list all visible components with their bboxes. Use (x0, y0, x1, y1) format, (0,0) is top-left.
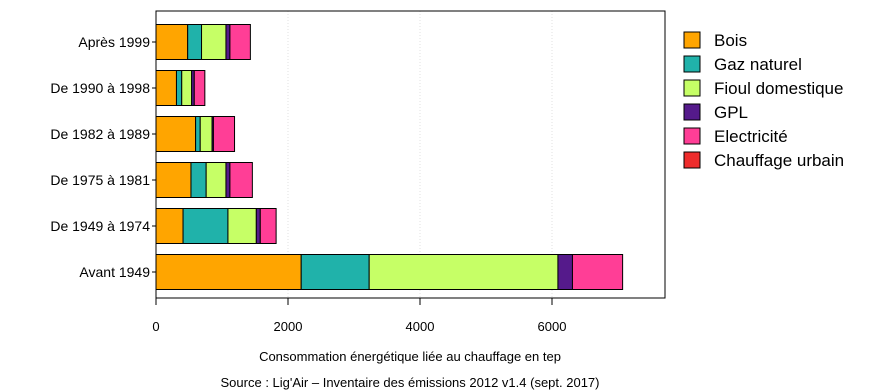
x-tick-label: 6000 (538, 319, 567, 334)
bar-segment (199, 116, 213, 152)
legend-label: Electricité (714, 127, 788, 146)
bar-segment (571, 254, 624, 290)
bar-segment (557, 254, 573, 290)
bar-segment (155, 24, 189, 60)
legend-swatch (683, 31, 701, 49)
bar-segment (229, 162, 253, 198)
bar-segment (368, 254, 559, 290)
y-category-label: De 1990 à 1998 (50, 80, 150, 96)
x-tick-label: 4000 (406, 319, 435, 334)
y-category-labels: Après 1999 De 1990 à 1998 De 1982 à 1989 De… (50, 34, 156, 280)
bar-segment (212, 116, 236, 152)
bar-segment (225, 24, 231, 60)
bar-segment (187, 24, 203, 60)
bar-segment (229, 24, 251, 60)
legend-swatch (683, 79, 701, 97)
bar-segment (155, 116, 197, 152)
x-axis-label: Consommation énergétique liée au chauffa… (259, 349, 561, 364)
legend-swatch (683, 103, 701, 121)
bar-segment (300, 254, 370, 290)
y-category-label: Après 1999 (78, 34, 150, 50)
x-axis-ticks: 0 2000 4000 6000 (152, 297, 567, 334)
legend-label: Chauffage urbain (714, 151, 844, 170)
x-tick-label: 0 (152, 319, 159, 334)
y-category-label: De 1982 à 1989 (50, 126, 150, 142)
legend-swatch (683, 55, 701, 73)
legend-label: Bois (714, 31, 747, 50)
bar-segment (155, 162, 192, 198)
bar-segment (259, 208, 277, 244)
bar-segment (182, 208, 229, 244)
bar-segment (155, 208, 184, 244)
legend: Bois Gaz naturel Fioul domestique GPL Electr… (683, 31, 844, 170)
bar-segment (190, 162, 207, 198)
source-caption: Source : Lig'Air – Inventaire des émissi… (221, 375, 600, 390)
bar-segment (193, 70, 206, 106)
bar-segment (227, 208, 257, 244)
x-tick-label: 2000 (274, 319, 303, 334)
y-category-label: De 1949 à 1974 (50, 218, 150, 234)
bar-segment (225, 162, 231, 198)
bar-segment (155, 70, 177, 106)
legend-swatch (683, 127, 701, 145)
bar-segment (205, 162, 227, 198)
bar-segment (255, 208, 261, 244)
legend-label: Gaz naturel (714, 55, 802, 74)
legend-label: GPL (714, 103, 748, 122)
y-category-label: Avant 1949 (79, 264, 150, 280)
legend-label: Fioul domestique (714, 79, 843, 98)
bar-segment (201, 24, 227, 60)
bar-segment (195, 116, 201, 152)
bar-segment (155, 254, 302, 290)
bar-segment (181, 70, 193, 106)
bars (155, 24, 624, 290)
bar-segment (175, 70, 183, 106)
legend-swatch (683, 151, 701, 169)
y-category-label: De 1975 à 1981 (50, 172, 150, 188)
